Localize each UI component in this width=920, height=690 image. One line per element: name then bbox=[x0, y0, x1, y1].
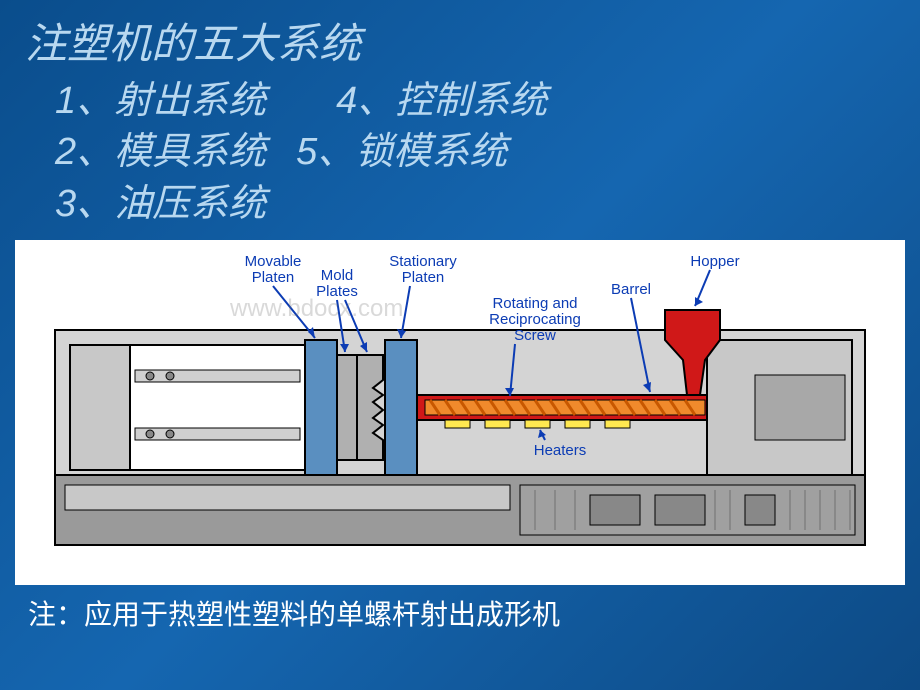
system-5: 5、锁模系统 bbox=[296, 127, 507, 178]
svg-text:Plates: Plates bbox=[316, 283, 358, 300]
label-hopper: Hopper bbox=[690, 253, 739, 270]
svg-text:Platen: Platen bbox=[252, 269, 295, 286]
machine-diagram: Movable Platen Mold Plates Stationary Pl… bbox=[15, 240, 905, 585]
label-heaters: Heaters bbox=[534, 442, 587, 459]
system-1: 1、射出系统 bbox=[55, 76, 266, 127]
label-movable-platen: Movable bbox=[245, 253, 302, 270]
label-mold-plates: Mold bbox=[321, 267, 354, 284]
svg-text:Screw: Screw bbox=[514, 327, 556, 344]
label-stationary-platen: Stationary bbox=[389, 253, 457, 270]
page-title: 注塑机的五大系统 bbox=[0, 0, 920, 71]
system-3: 3、油压系统 bbox=[55, 183, 266, 225]
footer-note: 注：应用于热塑性塑料的单螺杆射出成形机 bbox=[0, 585, 920, 633]
label-screw: Rotating and bbox=[492, 295, 577, 312]
svg-text:Reciprocating: Reciprocating bbox=[489, 311, 581, 328]
systems-list: 1、射出系统 4、控制系统 2、模具系统 5、锁模系统 3、油压系统 bbox=[0, 71, 920, 240]
label-barrel: Barrel bbox=[611, 281, 651, 298]
injection-molding-svg: Movable Platen Mold Plates Stationary Pl… bbox=[15, 240, 905, 585]
system-4: 4、控制系统 bbox=[336, 76, 547, 127]
system-2: 2、模具系统 bbox=[55, 127, 266, 178]
svg-text:Platen: Platen bbox=[402, 269, 445, 286]
